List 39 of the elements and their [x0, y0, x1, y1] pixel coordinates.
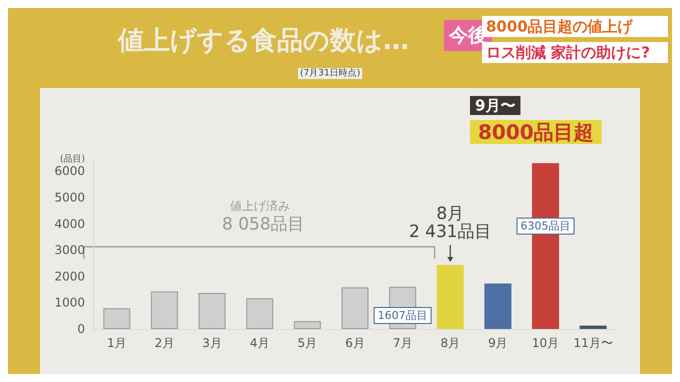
bar [580, 326, 607, 329]
text: 8000品目超の値上げ [486, 18, 634, 36]
bar [484, 283, 512, 329]
text: 9月〜 [475, 96, 516, 114]
y-tick-label: 1000 [54, 296, 85, 310]
bar [342, 287, 368, 329]
text: 8000品目超 [478, 120, 594, 144]
bar [436, 265, 464, 329]
data-label: 6305品目 [520, 220, 571, 233]
chart-title: 値上げする食品の数は… [117, 26, 409, 56]
x-tick-label: 11月〜 [574, 336, 613, 350]
y-tick-label: 2000 [54, 269, 85, 284]
text: (7月31日時点) [300, 68, 360, 78]
x-tick-label: 6月 [345, 336, 365, 350]
y-tick-label: 5000 [54, 190, 85, 204]
y-axis-title: (品目) [60, 154, 85, 164]
bar [294, 321, 321, 329]
y-tick-label: 4000 [54, 216, 85, 231]
x-tick-label: 10月 [532, 336, 560, 350]
x-tick-label: 3月 [202, 336, 222, 350]
x-tick-label: 5月 [298, 336, 318, 350]
bar [150, 291, 178, 329]
x-tick-label: 4月 [250, 336, 270, 350]
bar [246, 298, 274, 329]
x-tick-label: 9月 [488, 336, 508, 350]
bar [198, 292, 226, 329]
x-tick-label: 8月 [440, 336, 460, 350]
y-tick-label: 6000 [54, 164, 85, 178]
data-label: 8月 2 431品目 [408, 204, 492, 242]
annotation: 8 058品目 [222, 214, 305, 234]
bar [103, 308, 130, 329]
x-tick-label: 1月 [107, 336, 127, 350]
x-tick-label: 7月 [392, 336, 412, 350]
y-tick-label: 0 [77, 322, 85, 336]
x-tick-label: 2月 [154, 336, 174, 350]
annotation: 値上げ済み [230, 199, 290, 213]
data-label: 1607品目 [378, 309, 428, 322]
y-tick-label: 3000 [54, 243, 85, 258]
text: ロス削減 家計の助けに? [486, 44, 650, 62]
